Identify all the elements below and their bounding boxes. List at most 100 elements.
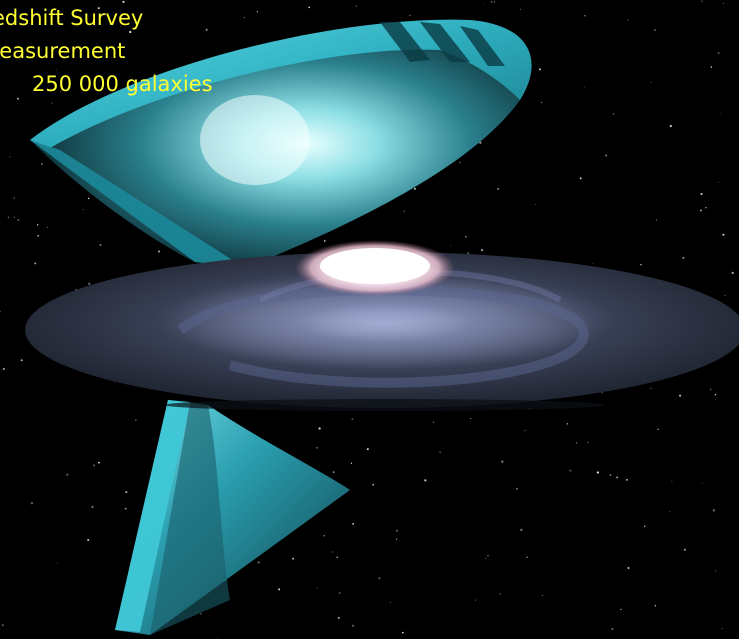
star bbox=[485, 557, 487, 560]
star bbox=[487, 555, 489, 557]
star bbox=[257, 561, 260, 564]
star bbox=[91, 505, 94, 509]
star bbox=[499, 593, 501, 595]
star bbox=[401, 631, 404, 634]
star bbox=[34, 262, 37, 265]
star bbox=[355, 5, 357, 7]
star bbox=[124, 507, 127, 510]
star bbox=[592, 262, 594, 264]
star bbox=[323, 535, 326, 537]
star bbox=[683, 548, 686, 551]
star bbox=[55, 69, 57, 71]
star bbox=[538, 68, 541, 71]
star bbox=[516, 487, 518, 490]
star bbox=[318, 427, 321, 430]
star bbox=[721, 627, 723, 630]
star bbox=[627, 566, 630, 570]
star bbox=[587, 442, 589, 443]
star bbox=[41, 163, 43, 165]
star bbox=[323, 240, 326, 242]
star bbox=[669, 124, 672, 128]
star bbox=[450, 245, 452, 246]
star bbox=[620, 608, 622, 611]
star bbox=[712, 509, 716, 512]
star bbox=[459, 161, 461, 164]
star bbox=[0, 310, 1, 313]
star bbox=[88, 282, 91, 286]
star bbox=[7, 216, 10, 219]
star bbox=[682, 256, 685, 259]
star bbox=[699, 209, 702, 212]
star bbox=[200, 613, 202, 615]
star bbox=[350, 462, 353, 464]
star bbox=[332, 471, 335, 473]
star bbox=[609, 474, 612, 476]
star bbox=[475, 599, 476, 601]
star bbox=[714, 393, 717, 396]
star bbox=[217, 637, 219, 639]
star bbox=[657, 428, 659, 431]
star bbox=[611, 628, 614, 631]
star bbox=[710, 388, 712, 390]
star bbox=[30, 502, 34, 505]
survey-wedge-upper bbox=[30, 19, 532, 268]
star bbox=[308, 6, 311, 9]
star bbox=[351, 418, 354, 421]
star bbox=[701, 482, 703, 484]
star bbox=[583, 86, 585, 88]
star bbox=[710, 66, 713, 68]
star bbox=[569, 469, 572, 472]
star bbox=[378, 577, 381, 580]
star bbox=[470, 417, 472, 420]
star bbox=[37, 224, 39, 226]
star bbox=[278, 588, 281, 591]
star bbox=[98, 461, 100, 464]
star bbox=[627, 19, 629, 21]
star bbox=[705, 206, 707, 209]
star bbox=[626, 479, 628, 481]
star bbox=[493, 1, 496, 3]
star bbox=[316, 587, 318, 589]
star bbox=[501, 460, 504, 463]
galaxy-disc bbox=[25, 252, 739, 411]
star bbox=[59, 91, 61, 93]
star bbox=[352, 624, 355, 627]
star bbox=[535, 203, 537, 205]
star bbox=[467, 252, 470, 255]
star bbox=[409, 14, 411, 17]
star bbox=[366, 448, 369, 451]
star bbox=[701, 0, 703, 2]
star bbox=[490, 1, 493, 3]
star bbox=[13, 216, 16, 218]
star bbox=[669, 511, 671, 513]
star bbox=[679, 394, 682, 397]
star bbox=[497, 187, 500, 191]
star bbox=[46, 226, 48, 228]
star bbox=[99, 243, 102, 247]
star bbox=[479, 141, 482, 144]
star bbox=[413, 187, 416, 190]
star bbox=[575, 442, 578, 444]
star bbox=[731, 271, 734, 275]
star bbox=[671, 480, 673, 482]
star bbox=[604, 154, 608, 157]
star bbox=[520, 528, 523, 532]
star bbox=[579, 177, 582, 180]
star bbox=[87, 538, 90, 542]
star bbox=[612, 113, 615, 115]
star bbox=[37, 235, 39, 237]
star bbox=[372, 483, 375, 486]
star bbox=[465, 236, 467, 238]
star bbox=[655, 219, 658, 221]
star bbox=[643, 525, 646, 527]
star bbox=[616, 476, 619, 479]
star bbox=[20, 359, 23, 362]
star bbox=[653, 29, 656, 32]
star bbox=[135, 419, 137, 421]
star bbox=[640, 263, 642, 266]
star bbox=[700, 192, 703, 196]
star bbox=[650, 82, 652, 84]
star bbox=[17, 97, 19, 100]
star bbox=[13, 197, 16, 199]
